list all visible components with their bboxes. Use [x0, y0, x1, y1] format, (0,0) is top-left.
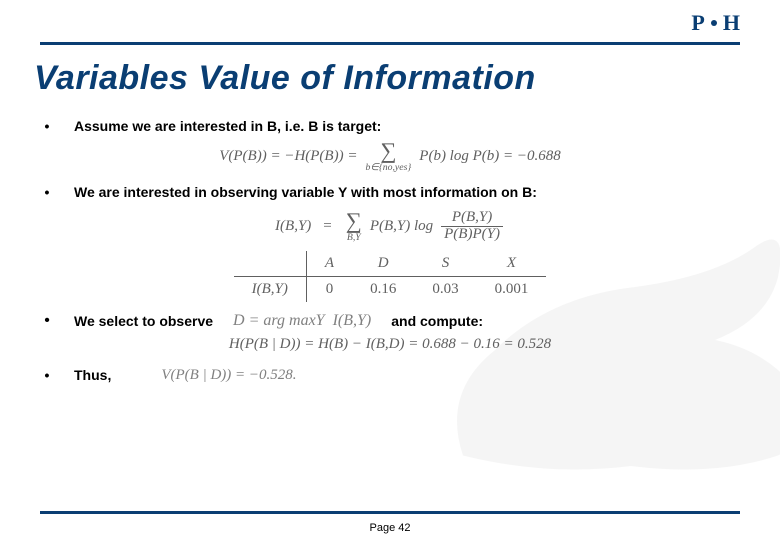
formula-2: I(B,Y) = ∑ B,Y P(B,Y) log P(B,Y) P(B)P(Y… [40, 210, 740, 243]
table-header-row: A D S X [234, 251, 547, 277]
info-table-block: A D S X I(B,Y) 0 0.16 0.03 0.001 [40, 251, 740, 302]
formula-1-sum-under: b∈{no,yes} [365, 163, 411, 173]
logo-letter-h: H [723, 10, 740, 36]
bullet-2: • We are interested in observing variabl… [40, 184, 740, 200]
bottom-divider [40, 511, 740, 514]
col-D: D [352, 251, 414, 277]
formula-5: V(P(B | D)) = −0.528. [161, 367, 296, 384]
bullet-3-lead: We select to observe [74, 313, 213, 329]
val-S: 0.03 [414, 276, 476, 302]
slide-title: Variables Value of Information [0, 45, 780, 112]
logo-dot-icon [711, 20, 717, 26]
content-area: • Assume we are interested in B, i.e. B … [0, 118, 780, 384]
formula-1-lhs: V(P(B)) = −H(P(B)) = [219, 148, 357, 165]
bullet-3: • We select to observe D = arg maxY I(B,… [40, 312, 740, 330]
col-X: X [477, 251, 547, 277]
page-number: Page 42 [0, 522, 780, 534]
formula-2-lhs: I(B,Y) [275, 218, 311, 235]
val-A: 0 [306, 276, 352, 302]
col-A: A [306, 251, 352, 277]
bullet-icon: • [40, 118, 54, 134]
bullet-4: • Thus, V(P(B | D)) = −0.528. [40, 367, 740, 384]
bullet-2-text: We are interested in observing variable … [74, 184, 740, 200]
bullet-4-text: Thus, [74, 367, 111, 383]
frac-den: P(B)P(Y) [441, 227, 503, 243]
formula-2-sum-under: B,Y [346, 233, 362, 243]
col-S: S [414, 251, 476, 277]
frac-num: P(B,Y) [441, 210, 503, 227]
info-table: A D S X I(B,Y) 0 0.16 0.03 0.001 [234, 251, 547, 302]
bullet-1-text: Assume we are interested in B, i.e. B is… [74, 118, 740, 134]
bullet-icon: • [40, 312, 54, 330]
formula-2-fraction: P(B,Y) P(B)P(Y) [441, 210, 503, 243]
formula-1: V(P(B)) = −H(P(B)) = ∑ b∈{no,yes} P(b) l… [40, 140, 740, 172]
logo-letter-p: P [691, 10, 704, 36]
row-label: I(B,Y) [234, 276, 307, 302]
header: P H [0, 0, 780, 42]
formula-1-rhs: P(b) log P(b) = −0.688 [419, 148, 560, 165]
formula-2-mid: P(B,Y) log [370, 218, 433, 235]
bullet-1: • Assume we are interested in B, i.e. B … [40, 118, 740, 134]
bullet-icon: • [40, 184, 54, 200]
bullet-3-tail: and compute: [391, 313, 483, 329]
table-data-row: I(B,Y) 0 0.16 0.03 0.001 [234, 276, 547, 302]
bullet-icon: • [40, 367, 54, 383]
formula-4: H(P(B | D)) = H(B) − I(B,D) = 0.688 − 0.… [40, 336, 740, 353]
formula-3-argmax: D = arg maxY I(B,Y) [233, 312, 371, 330]
brand-logo: P H [691, 10, 740, 36]
val-X: 0.001 [477, 276, 547, 302]
sum-symbol: ∑ b∈{no,yes} [365, 140, 411, 172]
sum-symbol: ∑ B,Y [346, 210, 362, 242]
val-D: 0.16 [352, 276, 414, 302]
